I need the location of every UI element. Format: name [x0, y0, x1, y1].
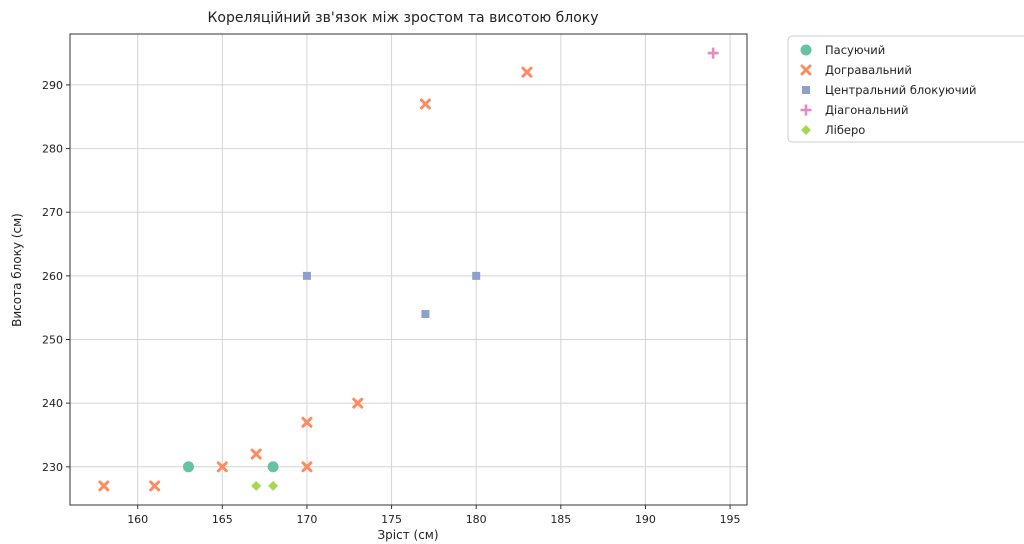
legend-marker	[800, 104, 812, 116]
legend-label: Догравальний	[825, 63, 912, 77]
x-tick-label: 190	[635, 513, 656, 526]
x-tick-label: 180	[466, 513, 487, 526]
x-tick-label: 165	[212, 513, 233, 526]
x-tick-label: 195	[720, 513, 741, 526]
data-point	[302, 271, 311, 280]
data-point	[251, 480, 262, 491]
data-point	[182, 461, 194, 473]
data-points	[98, 47, 719, 492]
data-point	[421, 310, 430, 319]
x-axis-label: Зріст (см)	[377, 528, 438, 542]
y-tick-label: 250	[42, 334, 63, 347]
y-tick-label: 290	[42, 79, 63, 92]
data-point	[268, 480, 279, 491]
legend-marker	[800, 64, 812, 76]
data-point	[149, 480, 161, 492]
data-point	[216, 461, 228, 473]
legend-label: Центральний блокуючий	[825, 83, 976, 97]
x-tick-label: 175	[381, 513, 402, 526]
grid	[70, 34, 747, 505]
y-tick-label: 260	[42, 270, 63, 283]
data-point	[352, 397, 364, 409]
data-point	[707, 47, 719, 59]
legend-label: Діагональний	[825, 103, 908, 117]
legend-label: Пасуючий	[825, 43, 885, 57]
legend: Пасуючий Догравальний Центральний блокуючи…	[787, 35, 1024, 143]
y-tick-label: 270	[42, 206, 63, 219]
y-axis-label: Висота блоку (см)	[10, 213, 24, 327]
legend-marker	[801, 125, 811, 135]
data-point	[301, 416, 313, 428]
data-point	[472, 271, 481, 280]
x-tick-label: 170	[296, 513, 317, 526]
data-point	[301, 461, 313, 473]
x-tick-label: 185	[550, 513, 571, 526]
legend-box	[787, 35, 1024, 143]
x-tick-label: 160	[127, 513, 148, 526]
data-point	[250, 448, 262, 460]
chart-title: Кореляційний зв'язок між зростом та висо…	[207, 10, 598, 26]
y-tick-label: 240	[42, 397, 63, 410]
data-point	[419, 98, 431, 110]
data-point	[521, 66, 533, 78]
legend-marker	[800, 44, 812, 56]
legend-label: Ліберо	[825, 123, 865, 137]
axis-ticks: 160 165 170 175 180 185 190 195 230 240 250 260 270 2…	[42, 79, 741, 526]
data-point	[98, 480, 110, 492]
plot-frame	[69, 33, 748, 506]
y-tick-label: 230	[42, 461, 63, 474]
y-tick-label: 280	[42, 143, 63, 156]
legend-marker	[802, 86, 810, 94]
data-point	[267, 461, 279, 473]
